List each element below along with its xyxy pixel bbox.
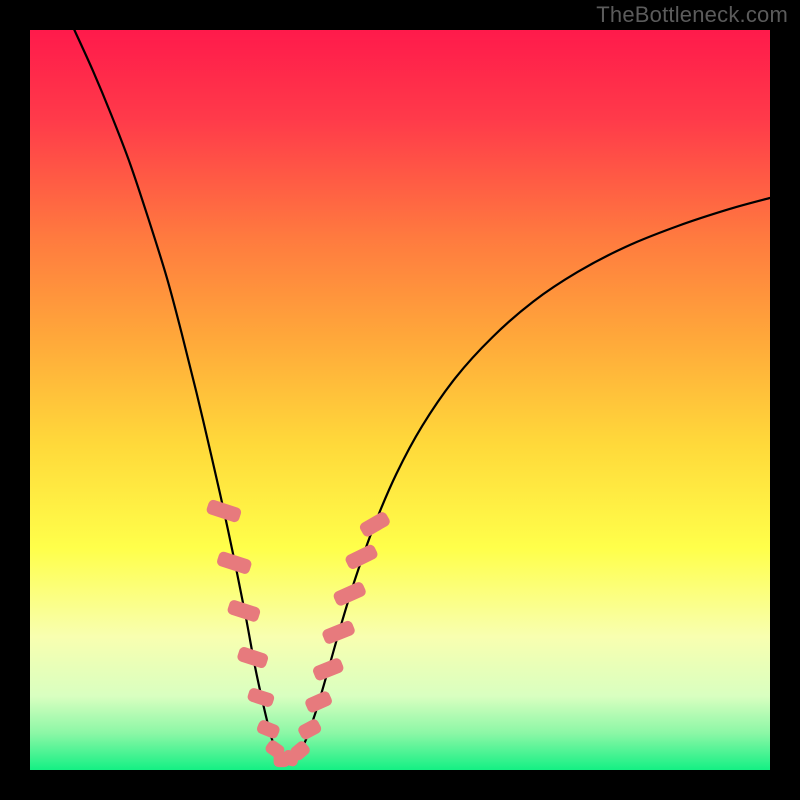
plot-background	[30, 30, 770, 770]
chart-frame: TheBottleneck.com	[0, 0, 800, 800]
bottleneck-plot	[0, 0, 800, 800]
watermark-text: TheBottleneck.com	[596, 2, 788, 28]
